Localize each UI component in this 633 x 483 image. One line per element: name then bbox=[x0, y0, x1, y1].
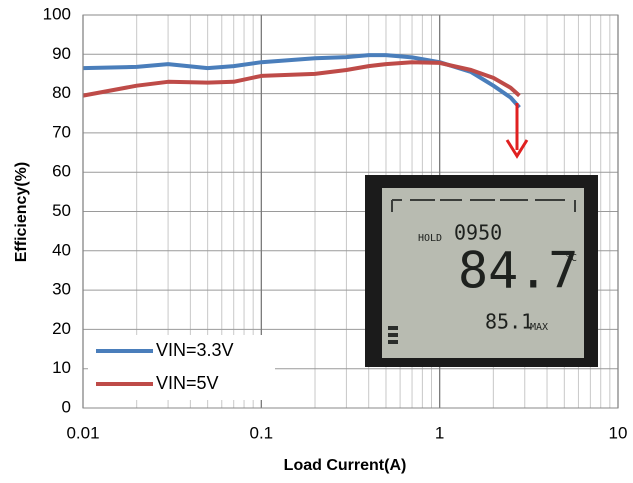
series-line bbox=[82, 53, 521, 109]
plot-frame bbox=[82, 14, 619, 409]
lcd-text: MAX bbox=[530, 322, 548, 333]
y-tick-label: 80 bbox=[52, 83, 71, 102]
battery bbox=[388, 326, 398, 330]
y-tick-label: 10 bbox=[52, 358, 71, 377]
lcd-text: 0950 bbox=[454, 221, 502, 245]
y-tick-label: 40 bbox=[52, 240, 71, 259]
legend: VIN=3.3V VIN=5V bbox=[88, 335, 275, 400]
legend-box bbox=[88, 335, 275, 400]
legend-label: VIN=3.3V bbox=[156, 340, 234, 360]
x-tick-label: 0.1 bbox=[250, 423, 274, 442]
x-tick-label: 0.01 bbox=[66, 423, 99, 442]
lines bbox=[82, 53, 521, 109]
y-tick-label: 60 bbox=[52, 162, 71, 181]
inset-photo: HOLD 0950 84.7 °C 85.1 MAX bbox=[365, 175, 598, 367]
lcd-text: 85.1 bbox=[485, 310, 533, 334]
legend-label: VIN=5V bbox=[156, 373, 219, 393]
y-tick-label: 90 bbox=[52, 44, 71, 63]
y-tick-label: 100 bbox=[43, 4, 71, 23]
y-tick-label: 50 bbox=[52, 201, 71, 220]
arrow-head bbox=[505, 139, 529, 159]
y-axis-label: Efficiency(%) bbox=[13, 162, 30, 262]
y-tick-label: 30 bbox=[52, 280, 71, 299]
y-tick-label: 20 bbox=[52, 319, 71, 338]
battery bbox=[388, 333, 398, 337]
battery bbox=[388, 340, 398, 344]
lcd-face bbox=[382, 188, 584, 358]
y-tick-label: 70 bbox=[52, 122, 71, 141]
series-line bbox=[82, 60, 521, 98]
lcd-text: °C bbox=[565, 253, 577, 264]
x-axis-label: Load Current(A) bbox=[284, 457, 407, 474]
lcd-text: HOLD bbox=[418, 233, 442, 244]
lcd-segments bbox=[391, 199, 576, 212]
lcd-text: 84.7 bbox=[458, 242, 578, 300]
y-tick-label: 0 bbox=[62, 397, 71, 416]
x-tick-label: 10 bbox=[609, 423, 628, 442]
x-tick-label: 1 bbox=[435, 423, 444, 442]
